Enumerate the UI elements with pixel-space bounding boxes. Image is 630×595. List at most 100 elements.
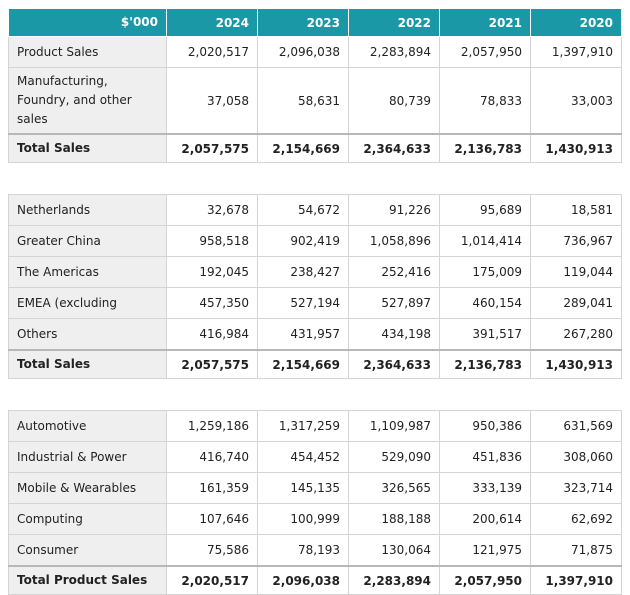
cell: 2,057,950 — [439, 36, 531, 68]
cell: 78,833 — [439, 67, 531, 135]
cell: 2,283,894 — [348, 36, 440, 68]
table-row: Manufacturing, Foundry, and other sales 3… — [8, 67, 622, 135]
cell: 75,586 — [166, 534, 258, 567]
cell: 454,452 — [257, 441, 349, 473]
cell: 2,096,038 — [257, 565, 349, 595]
cell: 2,283,894 — [348, 565, 440, 595]
table-row: Greater China 958,518 902,419 1,058,896 1,01… — [8, 225, 622, 257]
financial-tables: $'000 2024 2023 2022 2021 2020 Product Sales 2,… — [8, 8, 622, 595]
table-row: The Americas 192,045 238,427 252,416 175,009… — [8, 256, 622, 288]
cell: 736,967 — [530, 225, 622, 257]
cell: 18,581 — [530, 194, 622, 226]
cell: 2,057,575 — [166, 133, 258, 163]
cell: 192,045 — [166, 256, 258, 288]
cell: 1,109,987 — [348, 410, 440, 442]
cell: 451,836 — [439, 441, 531, 473]
cell: 308,060 — [530, 441, 622, 473]
cell: 2020 — [530, 8, 622, 37]
header-row: $'000 2024 2023 2022 2021 2020 — [8, 8, 622, 37]
row-label: Total Sales — [8, 133, 167, 163]
cell: 323,714 — [530, 472, 622, 504]
row-label: Mobile & Wearables — [8, 472, 167, 504]
cell: 434,198 — [348, 318, 440, 351]
cell: 121,975 — [439, 534, 531, 567]
cell: 431,957 — [257, 318, 349, 351]
cell: 2024 — [166, 8, 258, 37]
table-row: Computing 107,646 100,999 188,188 200,614 62,… — [8, 503, 622, 535]
row-label: Product Sales — [8, 36, 167, 68]
cell: 238,427 — [257, 256, 349, 288]
cell: 391,517 — [439, 318, 531, 351]
row-label: The Americas — [8, 256, 167, 288]
cell: 37,058 — [166, 67, 258, 135]
cell: 1,058,896 — [348, 225, 440, 257]
table-row: Others 416,984 431,957 434,198 391,517 267,28… — [8, 318, 622, 351]
cell: 1,430,913 — [530, 133, 622, 163]
row-label: Total Product Sales — [8, 565, 167, 595]
row-label: Automotive — [8, 410, 167, 442]
table-row: Automotive 1,259,186 1,317,259 1,109,987 950… — [8, 410, 622, 442]
cell: 145,135 — [257, 472, 349, 504]
cell: 80,739 — [348, 67, 440, 135]
cell: 529,090 — [348, 441, 440, 473]
table-row: Industrial & Power 416,740 454,452 529,090 4… — [8, 441, 622, 473]
row-label: Greater China — [8, 225, 167, 257]
cell: 33,003 — [530, 67, 622, 135]
data-table: $'000 2024 2023 2022 2021 2020 Product Sales 2,… — [8, 8, 622, 163]
table-row: Mobile & Wearables 161,359 145,135 326,565 3… — [8, 472, 622, 504]
cell: 1,397,910 — [530, 36, 622, 68]
cell: 326,565 — [348, 472, 440, 504]
row-label: Computing — [8, 503, 167, 535]
cell: 2,020,517 — [166, 565, 258, 595]
row-label: Manufacturing, Foundry, and other sales — [8, 67, 167, 135]
cell: 950,386 — [439, 410, 531, 442]
cell: 71,875 — [530, 534, 622, 567]
cell: 95,689 — [439, 194, 531, 226]
cell: 527,897 — [348, 287, 440, 319]
total-row: Total Sales 2,057,575 2,154,669 2,364,633 2,… — [8, 349, 622, 379]
row-label: Others — [8, 318, 167, 351]
row-label: Netherlands — [8, 194, 167, 226]
cell: 1,430,913 — [530, 349, 622, 379]
cell: 2023 — [257, 8, 349, 37]
cell: 2,136,783 — [439, 133, 531, 163]
total-row: Total Product Sales 2,020,517 2,096,038 2,2… — [8, 565, 622, 595]
cell: 2,154,669 — [257, 133, 349, 163]
cell: 416,740 — [166, 441, 258, 473]
cell: 416,984 — [166, 318, 258, 351]
cell: 78,193 — [257, 534, 349, 567]
cell: 1,014,414 — [439, 225, 531, 257]
cell: 2,096,038 — [257, 36, 349, 68]
cell: 1,317,259 — [257, 410, 349, 442]
cell: 91,226 — [348, 194, 440, 226]
cell: 54,672 — [257, 194, 349, 226]
cell: 2,057,950 — [439, 565, 531, 595]
cell: 902,419 — [257, 225, 349, 257]
cell: 457,350 — [166, 287, 258, 319]
cell: 958,518 — [166, 225, 258, 257]
cell: 130,064 — [348, 534, 440, 567]
cell: 188,188 — [348, 503, 440, 535]
table-row: Netherlands 32,678 54,672 91,226 95,689 18,58… — [8, 194, 622, 226]
cell: 2,364,633 — [348, 349, 440, 379]
data-table: Netherlands 32,678 54,672 91,226 95,689 18,58… — [8, 194, 622, 379]
cell: 2,364,633 — [348, 133, 440, 163]
cell: 527,194 — [257, 287, 349, 319]
cell: 631,569 — [530, 410, 622, 442]
cell: 2,020,517 — [166, 36, 258, 68]
cell: 2,136,783 — [439, 349, 531, 379]
cell: 32,678 — [166, 194, 258, 226]
cell: 62,692 — [530, 503, 622, 535]
cell: 107,646 — [166, 503, 258, 535]
cell: 1,397,910 — [530, 565, 622, 595]
table-row: Product Sales 2,020,517 2,096,038 2,283,894… — [8, 36, 622, 68]
cell: 58,631 — [257, 67, 349, 135]
cell: 2,154,669 — [257, 349, 349, 379]
page: $'000 2024 2023 2022 2021 2020 Product Sales 2,… — [8, 8, 622, 595]
row-label: $'000 — [8, 8, 167, 37]
data-table: Automotive 1,259,186 1,317,259 1,109,987 950… — [8, 410, 622, 595]
cell: 252,416 — [348, 256, 440, 288]
row-label: EMEA (excluding — [8, 287, 167, 319]
cell: 175,009 — [439, 256, 531, 288]
cell: 2,057,575 — [166, 349, 258, 379]
